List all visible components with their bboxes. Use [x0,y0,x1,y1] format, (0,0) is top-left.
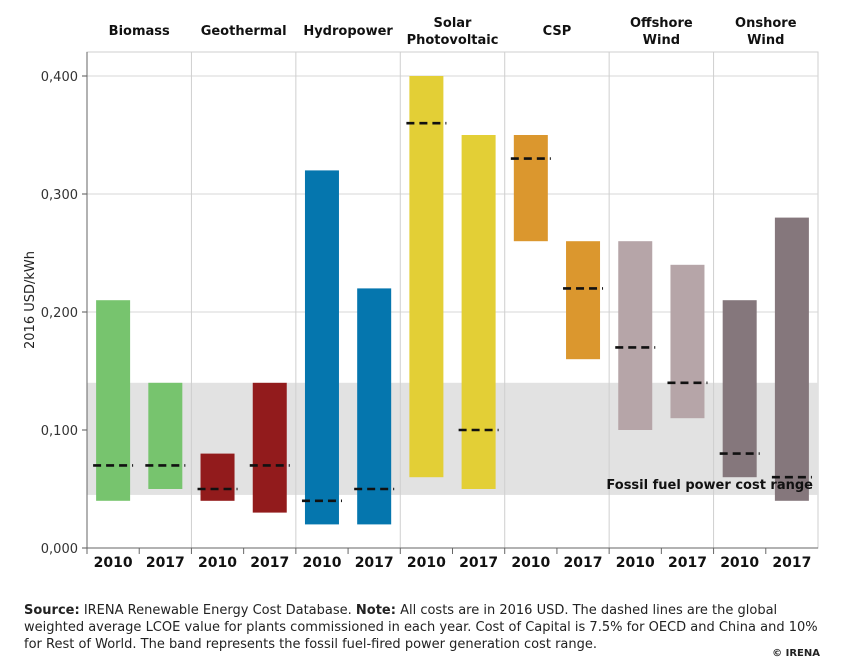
range-bar [409,76,444,478]
year-label: 2017 [355,555,394,571]
note-label: Note: [355,603,396,618]
source-text: IRENA Renewable Energy Cost Database. [79,603,356,618]
year-label: 2010 [511,555,550,571]
range-bar [304,170,339,525]
y-tick-label: 0,200 [41,306,78,321]
range-bar [96,300,131,501]
range-bar [357,288,392,525]
year-label: 2017 [459,555,498,571]
technology-label: Biomass [109,24,170,39]
technology-label: Onshore Wind [735,16,797,48]
technology-label: Geothermal [201,24,287,39]
year-label: 2010 [302,555,341,571]
year-label: 2010 [94,555,133,571]
range-bar [148,382,183,489]
y-axis-label: 2016 USD/kWh [23,251,38,349]
y-tick-label: 0,400 [41,70,78,85]
range-bar [513,135,548,242]
source-label: Source: [24,603,80,618]
range-bar [252,382,287,513]
y-tick-label: 0,100 [41,424,78,439]
source-note: Source: IRENA Renewable Energy Cost Data… [24,602,824,653]
technology-label: CSP [543,24,572,39]
year-label: 2010 [198,555,237,571]
fossil-band-label: Fossil fuel power cost range [606,478,813,493]
year-label: 2017 [564,555,603,571]
range-bar [566,241,601,360]
y-tick-label: 0,000 [41,542,78,557]
range-bar [200,453,235,501]
irena-credit: © IRENA [772,648,820,659]
range-bar [461,135,496,489]
range-bar [618,241,653,430]
year-label: 2017 [146,555,185,571]
year-label: 2017 [772,555,811,571]
y-tick-label: 0,300 [41,188,78,203]
year-label: 2017 [668,555,707,571]
year-label: 2017 [250,555,289,571]
range-bar [774,217,809,501]
year-label: 2010 [616,555,655,571]
lcoe-range-chart: 0,000 0,100 0,200 0,300 0,400 2010 2017 Biomass… [23,16,819,571]
year-label: 2010 [407,555,446,571]
range-bar [670,264,705,419]
note-text: All costs are in 2016 USD. The dashed li… [24,603,818,652]
technology-label: Hydropower [303,24,393,39]
year-label: 2010 [720,555,759,571]
range-bar [722,300,757,478]
technology-label: Solar Photovoltaic [407,16,499,48]
technology-label: Offshore Wind [630,16,693,48]
